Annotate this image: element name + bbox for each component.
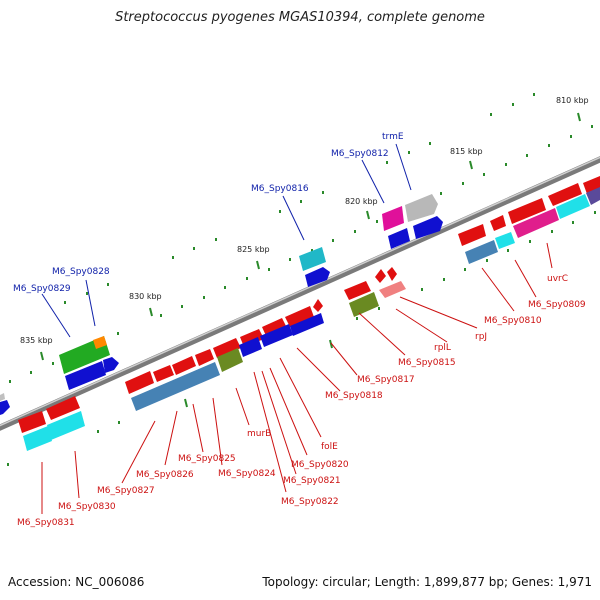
gene-label-M6_Spy0821[interactable]: M6_Spy0821 bbox=[283, 476, 341, 486]
gene-label-murB[interactable]: murB bbox=[247, 429, 271, 439]
genome-backbone-highlight bbox=[0, 156, 600, 427]
gene-label-M6_Spy0825[interactable]: M6_Spy0825 bbox=[178, 454, 236, 464]
gene-trmE-b[interactable] bbox=[413, 216, 443, 239]
kbp-label-810: 810 kbp bbox=[556, 96, 589, 105]
gene-label-M6_Spy0822[interactable]: M6_Spy0822 bbox=[281, 497, 339, 507]
gene-label-M6_Spy0828[interactable]: M6_Spy0828 bbox=[52, 267, 110, 277]
minor-ticks-upper bbox=[9, 93, 593, 383]
upper-leader-lines bbox=[41, 143, 412, 338]
gene-M6_Spy0816[interactable] bbox=[299, 247, 326, 271]
kbp-label-825: 825 kbp bbox=[237, 245, 270, 254]
lower-leader-lines bbox=[41, 242, 553, 514]
gene-label-M6_Spy0815[interactable]: M6_Spy0815 bbox=[398, 358, 456, 368]
lower-red-genes[interactable] bbox=[18, 176, 600, 433]
gene-M6_Spy0812[interactable] bbox=[382, 206, 404, 231]
gene-left-grey[interactable] bbox=[0, 393, 5, 401]
gene-M6_Spy0829[interactable] bbox=[65, 361, 106, 390]
gene-label-folE[interactable]: folE bbox=[321, 442, 338, 452]
gene-label-M6_Spy0816[interactable]: M6_Spy0816 bbox=[251, 184, 309, 194]
gene-label-M6_Spy0817[interactable]: M6_Spy0817 bbox=[357, 375, 415, 385]
kbp-label-815: 815 kbp bbox=[450, 147, 483, 156]
minor-ticks-lower bbox=[7, 211, 596, 466]
gene-M6_Spy0809[interactable] bbox=[513, 208, 559, 238]
gene-M6_Spy0810-b[interactable] bbox=[495, 232, 515, 249]
gene-uvrC[interactable] bbox=[556, 194, 590, 219]
gene-label-trmE[interactable]: trmE bbox=[382, 132, 404, 142]
gene-M6_Spy0825[interactable] bbox=[131, 362, 220, 411]
gene-M6_Spy0812-b[interactable] bbox=[388, 228, 410, 249]
kbp-label-830: 830 kbp bbox=[129, 292, 162, 301]
gene-label-M6_Spy0812[interactable]: M6_Spy0812 bbox=[331, 149, 389, 159]
gene-label-M6_Spy0809[interactable]: M6_Spy0809 bbox=[528, 300, 586, 310]
gene-M6_Spy0831[interactable] bbox=[23, 426, 52, 451]
gene-murB[interactable] bbox=[217, 348, 243, 372]
genome-backbone bbox=[0, 156, 600, 431]
gene-rplL[interactable] bbox=[379, 281, 406, 298]
gene-left-edge[interactable] bbox=[0, 400, 10, 415]
gene-M6_Spy0815[interactable] bbox=[349, 292, 379, 317]
gene-uvrC-b[interactable] bbox=[586, 187, 600, 205]
kbp-label-835: 835 kbp bbox=[20, 336, 53, 345]
map-title: Streptococcus pyogenes MGAS10394, comple… bbox=[115, 10, 485, 25]
gene-M6_Spy0830[interactable] bbox=[47, 411, 85, 440]
gene-label-rpJ[interactable]: rpJ bbox=[475, 332, 487, 342]
gene-M6_Spy0829-b[interactable] bbox=[103, 357, 119, 373]
gene-label-rplL[interactable]: rplL bbox=[434, 343, 451, 353]
gene-label-M6_Spy0827[interactable]: M6_Spy0827 bbox=[97, 486, 155, 496]
gene-folE[interactable] bbox=[260, 324, 293, 347]
gene-M6_Spy0817[interactable] bbox=[290, 313, 324, 336]
accession-text: Accession: NC_006086 bbox=[8, 575, 145, 589]
gene-label-M6_Spy0820[interactable]: M6_Spy0820 bbox=[291, 460, 349, 470]
gene-M6_Spy0810[interactable] bbox=[465, 240, 498, 264]
kbp-label-820: 820 kbp bbox=[345, 197, 378, 206]
genome-summary-text: Topology: circular; Length: 1,899,877 bp… bbox=[262, 575, 592, 589]
gene-label-uvrC[interactable]: uvrC bbox=[547, 274, 568, 284]
gene-label-M6_Spy0824[interactable]: M6_Spy0824 bbox=[218, 469, 276, 479]
gene-label-M6_Spy0826[interactable]: M6_Spy0826 bbox=[136, 470, 194, 480]
major-ticks bbox=[40, 112, 581, 408]
gene-M6_Spy0820[interactable] bbox=[239, 337, 262, 357]
gene-trmE[interactable] bbox=[405, 194, 438, 222]
gene-M6_Spy0828-tip[interactable] bbox=[93, 336, 107, 349]
gene-label-M6_Spy0810[interactable]: M6_Spy0810 bbox=[484, 316, 542, 326]
gene-label-M6_Spy0831[interactable]: M6_Spy0831 bbox=[17, 518, 75, 528]
gene-label-M6_Spy0818[interactable]: M6_Spy0818 bbox=[325, 391, 383, 401]
gene-M6_Spy0816-b[interactable] bbox=[305, 267, 330, 287]
gene-label-M6_Spy0830[interactable]: M6_Spy0830 bbox=[58, 502, 116, 512]
gene-label-M6_Spy0829[interactable]: M6_Spy0829 bbox=[13, 284, 71, 294]
